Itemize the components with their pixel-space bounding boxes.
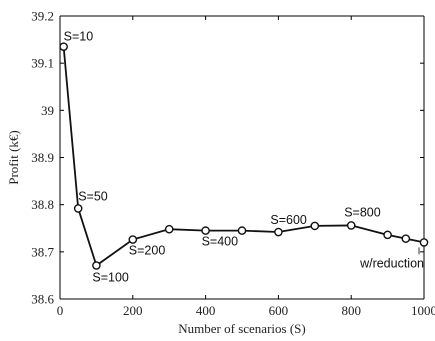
series-line (59, 42, 429, 270)
point-annotation: S=200 (129, 244, 166, 258)
data-point (274, 227, 283, 237)
y-tick-label: 38.9 (31, 150, 54, 165)
data-point (164, 224, 174, 234)
x-axis-label: Number of scenarios (S) (178, 321, 305, 336)
data-point (201, 226, 210, 235)
data-point (310, 221, 320, 231)
y-axis-label: Profit (k€) (6, 130, 21, 185)
data-point (346, 221, 356, 230)
data-point (419, 238, 429, 247)
data-point (237, 226, 247, 235)
data-point (128, 235, 138, 244)
point-annotation: S=10 (64, 30, 94, 44)
y-tick-label: 39 (41, 103, 54, 118)
point-annotation: S=400 (202, 235, 239, 249)
data-point (92, 261, 101, 270)
point-annotation: S=800 (344, 205, 381, 219)
data-point (59, 42, 68, 51)
data-point (401, 234, 411, 243)
y-tick-label: 38.6 (31, 292, 54, 307)
x-tick-label: 600 (269, 303, 289, 318)
data-point (383, 230, 392, 240)
x-tick-label: 1000 (411, 303, 435, 318)
point-annotation: w/reduction (359, 256, 424, 270)
point-annotation: S=50 (78, 189, 108, 203)
y-tick-label: 38.8 (31, 197, 54, 212)
x-tick-label: 800 (341, 303, 361, 318)
axis-ticks: 0 200 400 600 800 1000 38.6 38.7 38.8 38.9 39 39.1 3… (31, 9, 435, 319)
y-tick-label: 39.1 (31, 56, 54, 71)
point-annotation: S=600 (270, 213, 307, 227)
y-tick-label: 38.7 (31, 244, 54, 259)
data-point (73, 204, 83, 213)
x-tick-label: 400 (196, 303, 216, 318)
point-annotation: S=100 (92, 271, 129, 285)
x-tick-label: 200 (123, 303, 143, 318)
x-tick-label: 0 (57, 303, 64, 318)
y-tick-label: 39.2 (31, 9, 54, 24)
